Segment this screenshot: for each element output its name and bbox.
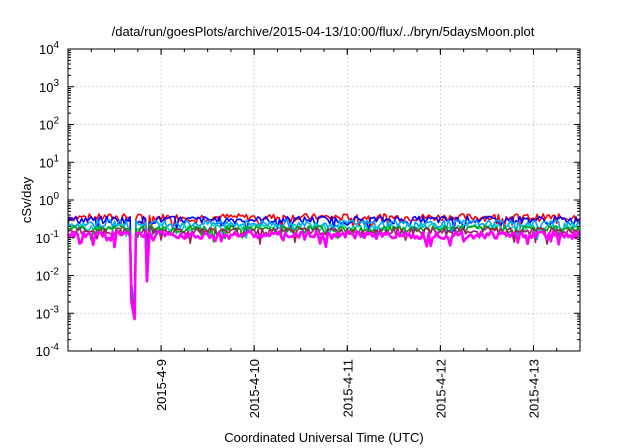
x-tick-label: 2015-4-13: [526, 359, 541, 418]
x-axis-label: Coordinated Universal Time (UTC): [224, 430, 423, 445]
y-tick-label: 104: [39, 40, 59, 57]
y-tick-label: 10-3: [36, 304, 60, 321]
y-tick-label: 102: [39, 116, 59, 133]
series-line: [67, 226, 581, 316]
x-tick-label: 2015-4-10: [247, 359, 262, 418]
y-tick-label: 101: [39, 153, 59, 170]
x-tick-label: 2015-4-12: [433, 359, 448, 418]
y-tick-label: 10-2: [36, 267, 60, 284]
x-tick-label: 2015-4-11: [340, 359, 355, 417]
y-tick-label: 103: [39, 78, 59, 95]
y-tick-label: 100: [39, 191, 59, 208]
x-tick-label: 2015-4-9: [154, 359, 169, 411]
plot-lines: [66, 213, 581, 321]
y-tick-label: 10-4: [36, 342, 60, 359]
series-line: [67, 224, 581, 315]
chart-title: /data/run/goesPlots/archive/2015-04-13/1…: [112, 24, 535, 39]
x-axis: 2015-4-9 2015-4-10 2015-4-11 2015-4-12 2015-…: [67, 49, 581, 418]
series-line: [67, 215, 581, 312]
y-axis-label: cSv/day: [19, 176, 34, 223]
y-axis: 10-4 10-3 10-2 10-1 100 101 102 103 104: [36, 40, 580, 359]
y-tick-label: 10-1: [36, 229, 60, 246]
grid: [68, 49, 580, 351]
series-line: [66, 230, 581, 321]
